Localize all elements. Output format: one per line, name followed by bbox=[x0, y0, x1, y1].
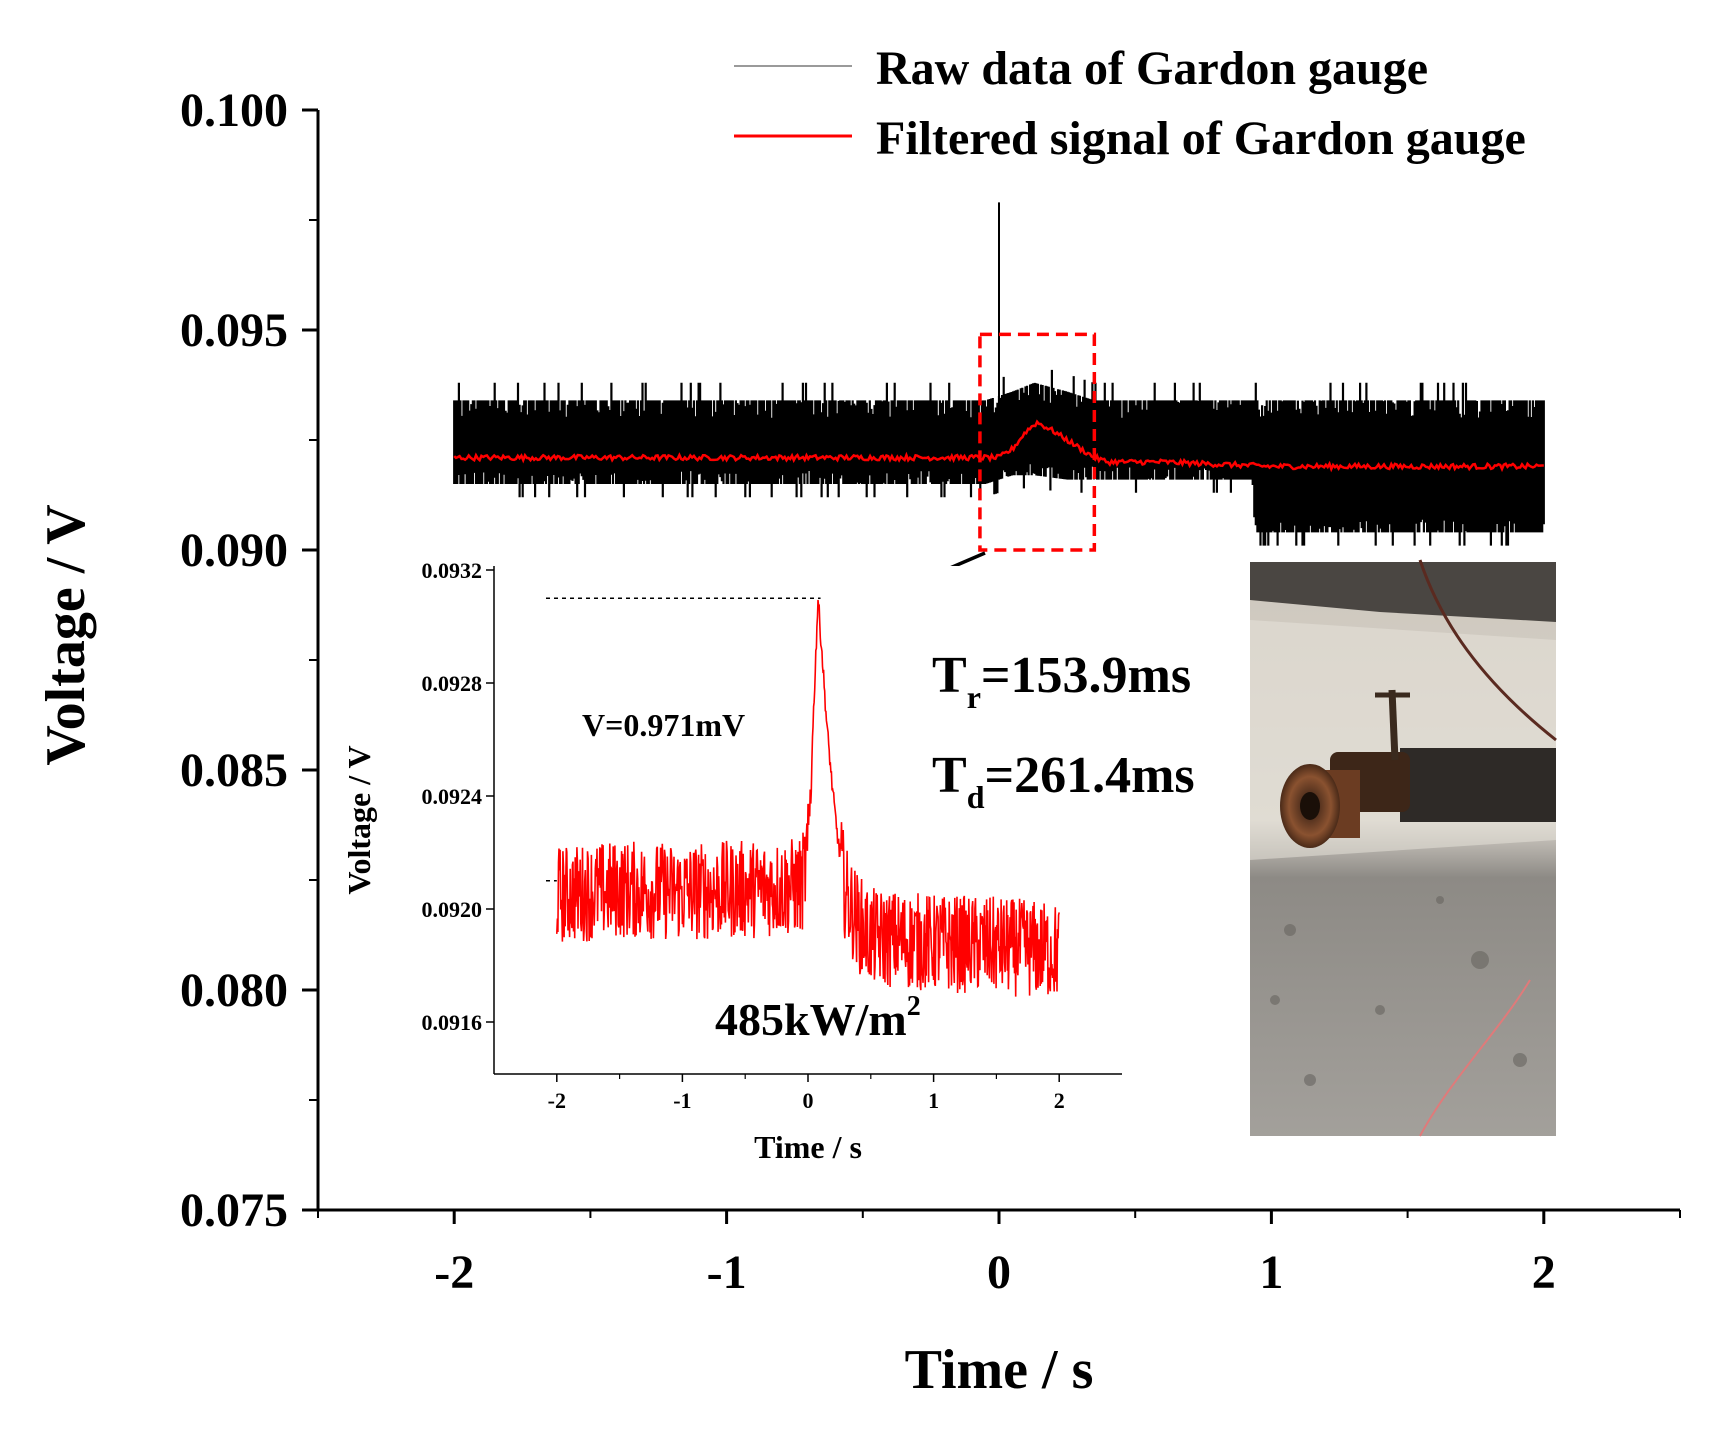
inset-y-tick-label: 0.0916 bbox=[422, 1010, 483, 1035]
main-x-tick-label: 1 bbox=[1259, 1246, 1283, 1299]
rise-time-symbol: T bbox=[932, 647, 967, 704]
inset-y-tick-label: 0.0932 bbox=[422, 558, 483, 583]
main-y-axis-title: Voltage / V bbox=[35, 504, 97, 765]
inset-y-tick-label: 0.0920 bbox=[422, 897, 483, 922]
decay-time-subscript: d bbox=[967, 779, 985, 815]
rise-time-subscript: r bbox=[967, 679, 981, 715]
main-y-tick-label: 0.080 bbox=[180, 964, 288, 1017]
inset-reference-lines bbox=[546, 597, 821, 882]
gardon-gauge-photo bbox=[1250, 559, 1557, 1137]
inset-x-tick-label: 1 bbox=[928, 1088, 939, 1113]
main-y-ticks: 0.075 0.080 0.085 0.090 0.095 0.100 bbox=[180, 84, 318, 1237]
rise-time-value: =153.9ms bbox=[981, 647, 1191, 704]
inset-y-tick-label: 0.0928 bbox=[422, 671, 483, 696]
inset-y-tick-label: 0.0924 bbox=[422, 784, 483, 809]
main-x-ticks: -2 -1 0 1 2 bbox=[317, 1210, 1681, 1299]
zoom-highlight-box bbox=[978, 332, 1097, 552]
inset-x-ticks: -2 -1 0 1 2 bbox=[548, 1074, 1065, 1113]
inset-y-ticks: 0.0916 0.0920 0.0924 0.0928 0.0932 bbox=[422, 558, 494, 1035]
main-x-tick-label: -1 bbox=[707, 1246, 747, 1299]
heat-flux-value: 485kW/m bbox=[715, 994, 907, 1045]
inset-x-tick-label: -2 bbox=[548, 1088, 566, 1113]
main-y-tick-label: 0.075 bbox=[180, 1184, 288, 1237]
legend-label-raw: Raw data of Gardon gauge bbox=[876, 42, 1428, 95]
filtered-signal-line bbox=[453, 419, 1544, 473]
main-y-tick-label: 0.090 bbox=[180, 524, 288, 577]
inset-signal-series bbox=[556, 599, 1060, 997]
inset-plot: -2 -1 0 1 2 0.0916 0.0920 0.0924 0.0928 0.0932 T… bbox=[341, 558, 1122, 1165]
main-y-tick-label: 0.100 bbox=[180, 84, 288, 137]
inset-heat-flux-label: 485kW/m2 bbox=[715, 991, 921, 1045]
raw-data-series bbox=[453, 202, 1545, 546]
inset-x-tick-label: 0 bbox=[803, 1088, 814, 1113]
inset-x-tick-label: 2 bbox=[1054, 1088, 1065, 1113]
inset-delta-v-label: V=0.971mV bbox=[582, 707, 745, 743]
main-x-axis-title: Time / s bbox=[905, 1339, 1094, 1401]
decay-time-symbol: T bbox=[932, 747, 967, 804]
inset-x-axis-title: Time / s bbox=[754, 1129, 862, 1165]
filtered-signal-series bbox=[453, 419, 1544, 473]
main-x-tick-label: 2 bbox=[1532, 1246, 1556, 1299]
heat-flux-exponent: 2 bbox=[907, 991, 921, 1022]
decay-time-label: Td=261.4ms bbox=[932, 747, 1195, 815]
decay-time-value: =261.4ms bbox=[984, 747, 1194, 804]
legend: Raw data of Gardon gauge Filtered signal… bbox=[734, 42, 1526, 165]
inset-y-axis-title: Voltage / V bbox=[341, 745, 377, 894]
main-y-tick-label: 0.095 bbox=[180, 304, 288, 357]
main-x-tick-label: -2 bbox=[434, 1246, 474, 1299]
main-x-tick-label: 0 bbox=[987, 1246, 1011, 1299]
main-y-tick-label: 0.085 bbox=[180, 744, 288, 797]
legend-label-filtered: Filtered signal of Gardon gauge bbox=[876, 112, 1526, 165]
rise-time-label: Tr=153.9ms bbox=[932, 647, 1191, 715]
inset-signal-line bbox=[556, 599, 1060, 997]
inset-x-tick-label: -1 bbox=[673, 1088, 691, 1113]
